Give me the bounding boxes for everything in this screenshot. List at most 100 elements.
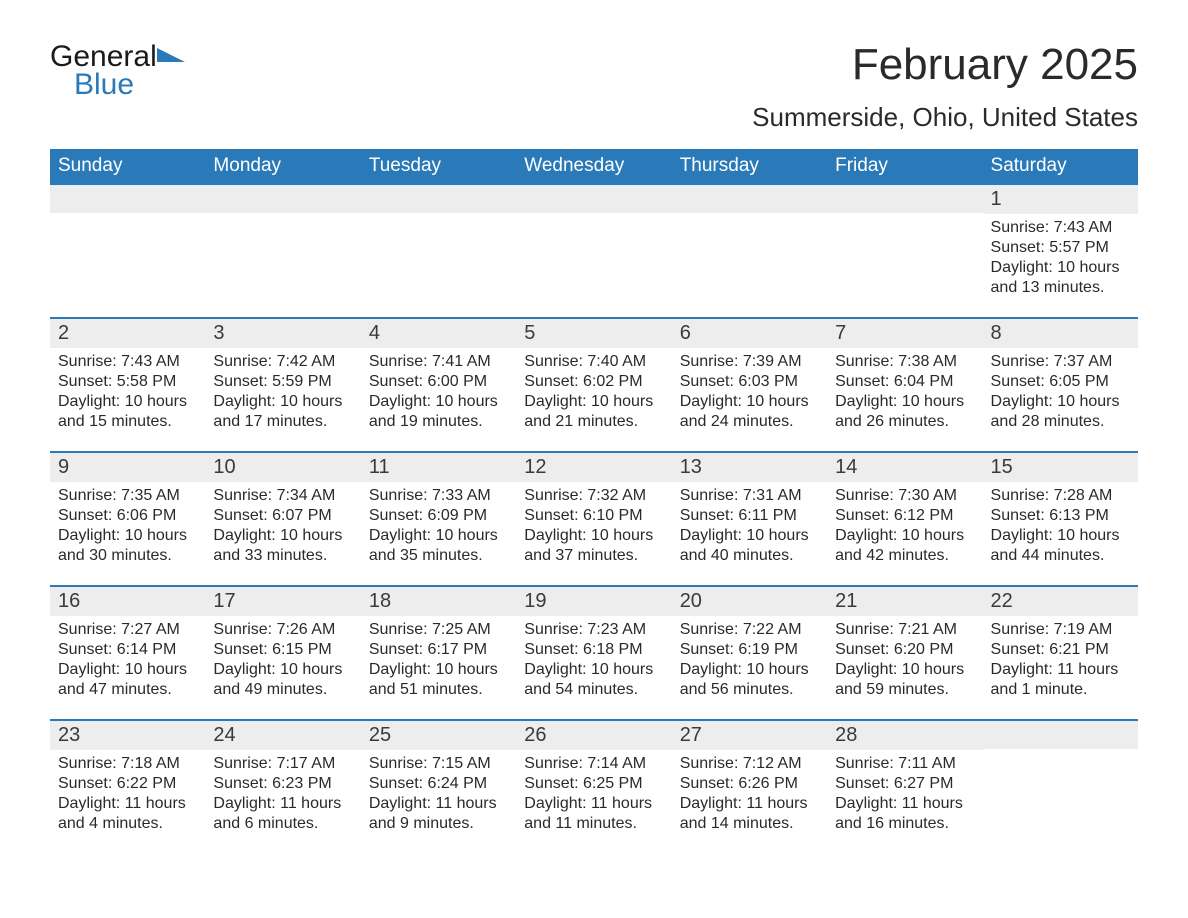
daylight-text: Daylight: 10 hours and 35 minutes. xyxy=(369,526,508,566)
day-number: 17 xyxy=(205,587,360,616)
week-row: 23 Sunrise: 7:18 AMSunset: 6:22 PMDayligh… xyxy=(50,719,1138,853)
day-number: 9 xyxy=(50,453,205,482)
sunset-text: Sunset: 6:13 PM xyxy=(991,506,1130,526)
daylight-text: Daylight: 11 hours and 16 minutes. xyxy=(835,794,974,834)
day-info: Sunrise: 7:37 AMSunset: 6:05 PMDaylight:… xyxy=(987,352,1134,432)
daylight-text: Daylight: 10 hours and 49 minutes. xyxy=(213,660,352,700)
sunrise-text: Sunrise: 7:19 AM xyxy=(991,620,1130,640)
daylight-text: Daylight: 10 hours and 59 minutes. xyxy=(835,660,974,700)
daylight-text: Daylight: 10 hours and 19 minutes. xyxy=(369,392,508,432)
day-number: 7 xyxy=(827,319,982,348)
day-cell: 23 Sunrise: 7:18 AMSunset: 6:22 PMDayligh… xyxy=(50,721,205,853)
daylight-text: Daylight: 10 hours and 30 minutes. xyxy=(58,526,197,566)
daylight-text: Daylight: 10 hours and 47 minutes. xyxy=(58,660,197,700)
daylight-text: Daylight: 10 hours and 13 minutes. xyxy=(991,258,1130,298)
sunrise-text: Sunrise: 7:22 AM xyxy=(680,620,819,640)
day-number: 23 xyxy=(50,721,205,750)
logo-flag-icon xyxy=(157,44,191,71)
day-cell xyxy=(672,185,827,317)
sunrise-text: Sunrise: 7:43 AM xyxy=(58,352,197,372)
day-info: Sunrise: 7:32 AMSunset: 6:10 PMDaylight:… xyxy=(520,486,667,566)
sunrise-text: Sunrise: 7:14 AM xyxy=(524,754,663,774)
day-cell: 25Sunrise: 7:15 AMSunset: 6:24 PMDayligh… xyxy=(361,721,516,853)
day-cell: 2 Sunrise: 7:43 AMSunset: 5:58 PMDaylight… xyxy=(50,319,205,451)
day-cell: 27Sunrise: 7:12 AMSunset: 6:26 PMDayligh… xyxy=(672,721,827,853)
sunrise-text: Sunrise: 7:25 AM xyxy=(369,620,508,640)
day-info: Sunrise: 7:21 AMSunset: 6:20 PMDaylight:… xyxy=(831,620,978,700)
week-row: 1Sunrise: 7:43 AMSunset: 5:57 PMDaylight… xyxy=(50,183,1138,317)
day-info: Sunrise: 7:25 AMSunset: 6:17 PMDaylight:… xyxy=(365,620,512,700)
day-number: 8 xyxy=(983,319,1138,348)
header: General Blue February 2025 Summerside, O… xyxy=(50,40,1138,133)
daylight-text: Daylight: 10 hours and 56 minutes. xyxy=(680,660,819,700)
day-info: Sunrise: 7:14 AMSunset: 6:25 PMDaylight:… xyxy=(520,754,667,834)
sunrise-text: Sunrise: 7:17 AM xyxy=(213,754,352,774)
dow-header-cell: Saturday xyxy=(983,149,1138,183)
day-info: Sunrise: 7:26 AMSunset: 6:15 PMDaylight:… xyxy=(209,620,356,700)
day-cell: 19Sunrise: 7:23 AMSunset: 6:18 PMDayligh… xyxy=(516,587,671,719)
day-cell: 15Sunrise: 7:28 AMSunset: 6:13 PMDayligh… xyxy=(983,453,1138,585)
sunset-text: Sunset: 6:10 PM xyxy=(524,506,663,526)
day-number: 5 xyxy=(516,319,671,348)
day-cell: 17 Sunrise: 7:26 AMSunset: 6:15 PMDayligh… xyxy=(205,587,360,719)
daylight-text: Daylight: 11 hours and 4 minutes. xyxy=(58,794,197,834)
sunset-text: Sunset: 6:11 PM xyxy=(680,506,819,526)
dow-header-cell: Monday xyxy=(205,149,360,183)
sunrise-text: Sunrise: 7:31 AM xyxy=(680,486,819,506)
day-cell: 4Sunrise: 7:41 AMSunset: 6:00 PMDaylight… xyxy=(361,319,516,451)
day-info: Sunrise: 7:30 AMSunset: 6:12 PMDaylight:… xyxy=(831,486,978,566)
day-cell: 1Sunrise: 7:43 AMSunset: 5:57 PMDaylight… xyxy=(983,185,1138,317)
day-cell xyxy=(361,185,516,317)
daylight-text: Daylight: 10 hours and 26 minutes. xyxy=(835,392,974,432)
day-info: Sunrise: 7:34 AMSunset: 6:07 PMDaylight:… xyxy=(209,486,356,566)
day-number: 14 xyxy=(827,453,982,482)
day-cell: 13Sunrise: 7:31 AMSunset: 6:11 PMDayligh… xyxy=(672,453,827,585)
daylight-text: Daylight: 10 hours and 21 minutes. xyxy=(524,392,663,432)
sunset-text: Sunset: 6:27 PM xyxy=(835,774,974,794)
day-info: Sunrise: 7:18 AMSunset: 6:22 PMDaylight:… xyxy=(54,754,201,834)
daylight-text: Daylight: 11 hours and 14 minutes. xyxy=(680,794,819,834)
sunrise-text: Sunrise: 7:32 AM xyxy=(524,486,663,506)
sunset-text: Sunset: 5:59 PM xyxy=(213,372,352,392)
day-number xyxy=(983,721,1138,749)
sunset-text: Sunset: 6:25 PM xyxy=(524,774,663,794)
sunset-text: Sunset: 6:06 PM xyxy=(58,506,197,526)
day-number: 4 xyxy=(361,319,516,348)
day-info: Sunrise: 7:15 AMSunset: 6:24 PMDaylight:… xyxy=(365,754,512,834)
sunrise-text: Sunrise: 7:15 AM xyxy=(369,754,508,774)
sunset-text: Sunset: 6:26 PM xyxy=(680,774,819,794)
day-number xyxy=(516,185,671,213)
day-number xyxy=(50,185,205,213)
sunset-text: Sunset: 6:19 PM xyxy=(680,640,819,660)
day-info: Sunrise: 7:38 AMSunset: 6:04 PMDaylight:… xyxy=(831,352,978,432)
dow-header-cell: Tuesday xyxy=(361,149,516,183)
sunrise-text: Sunrise: 7:11 AM xyxy=(835,754,974,774)
daylight-text: Daylight: 10 hours and 44 minutes. xyxy=(991,526,1130,566)
sunset-text: Sunset: 6:20 PM xyxy=(835,640,974,660)
day-cell: 26 Sunrise: 7:14 AMSunset: 6:25 PMDayligh… xyxy=(516,721,671,853)
day-cell xyxy=(516,185,671,317)
day-info: Sunrise: 7:43 AMSunset: 5:58 PMDaylight:… xyxy=(54,352,201,432)
day-cell xyxy=(50,185,205,317)
day-info: Sunrise: 7:11 AMSunset: 6:27 PMDaylight:… xyxy=(831,754,978,834)
sunset-text: Sunset: 6:15 PM xyxy=(213,640,352,660)
sunset-text: Sunset: 6:18 PM xyxy=(524,640,663,660)
day-info: Sunrise: 7:12 AMSunset: 6:26 PMDaylight:… xyxy=(676,754,823,834)
day-number xyxy=(827,185,982,213)
week-row: 2 Sunrise: 7:43 AMSunset: 5:58 PMDaylight… xyxy=(50,317,1138,451)
day-cell xyxy=(827,185,982,317)
day-info: Sunrise: 7:42 AMSunset: 5:59 PMDaylight:… xyxy=(209,352,356,432)
day-number: 2 xyxy=(50,319,205,348)
day-info: Sunrise: 7:17 AMSunset: 6:23 PMDaylight:… xyxy=(209,754,356,834)
day-cell: 22Sunrise: 7:19 AMSunset: 6:21 PMDayligh… xyxy=(983,587,1138,719)
sunrise-text: Sunrise: 7:39 AM xyxy=(680,352,819,372)
title-block: February 2025 Summerside, Ohio, United S… xyxy=(752,40,1138,133)
day-info: Sunrise: 7:23 AMSunset: 6:18 PMDaylight:… xyxy=(520,620,667,700)
sunset-text: Sunset: 6:17 PM xyxy=(369,640,508,660)
day-number: 26 xyxy=(516,721,671,750)
logo: General Blue xyxy=(50,40,191,102)
sunset-text: Sunset: 5:57 PM xyxy=(991,238,1130,258)
daylight-text: Daylight: 10 hours and 28 minutes. xyxy=(991,392,1130,432)
sunrise-text: Sunrise: 7:41 AM xyxy=(369,352,508,372)
day-cell: 20Sunrise: 7:22 AMSunset: 6:19 PMDayligh… xyxy=(672,587,827,719)
